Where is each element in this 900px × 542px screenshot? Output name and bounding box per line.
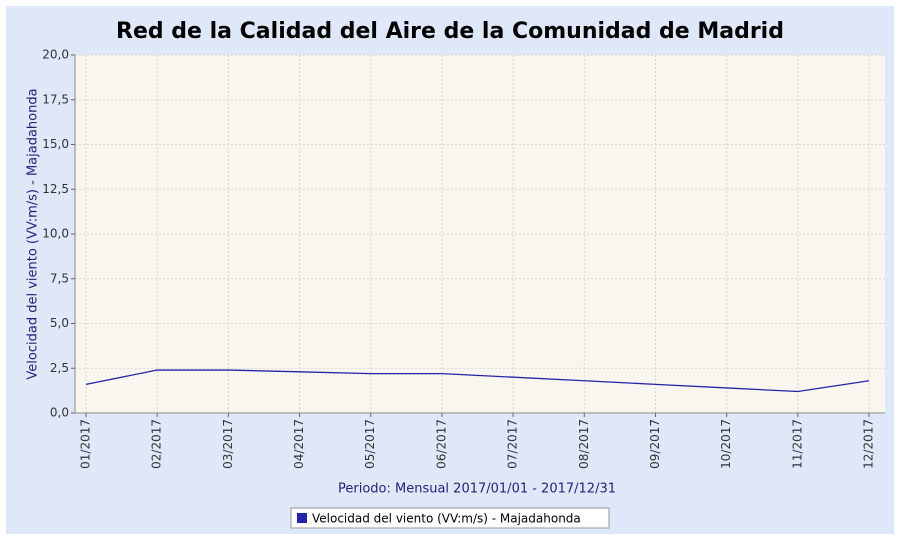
y-tick-label: 7,5 bbox=[50, 271, 69, 285]
y-tick-label: 2,5 bbox=[50, 361, 69, 375]
x-tick-label: 10/2017 bbox=[719, 419, 733, 469]
legend-box bbox=[290, 507, 610, 529]
y-tick-label: 20,0 bbox=[42, 48, 69, 62]
y-axis-label: Velocidad del viento (VV:m/s) - Majadaho… bbox=[26, 88, 41, 379]
y-tick-label: 5,0 bbox=[50, 316, 69, 330]
x-tick-label: 12/2017 bbox=[862, 419, 876, 469]
legend-label: Velocidad del viento (VV:m/s) - Majadaho… bbox=[312, 512, 581, 526]
y-tick-label: 15,0 bbox=[42, 137, 69, 151]
x-tick-label: 02/2017 bbox=[150, 419, 164, 469]
x-tick-label: 03/2017 bbox=[221, 419, 235, 469]
x-tick-label: 06/2017 bbox=[434, 419, 448, 469]
legend-swatch bbox=[297, 513, 307, 523]
chart-title: Red de la Calidad del Aire de la Comunid… bbox=[116, 19, 784, 44]
x-tick-label: 04/2017 bbox=[292, 419, 306, 469]
x-tick-label: 05/2017 bbox=[363, 419, 377, 469]
x-tick-label: 11/2017 bbox=[790, 419, 804, 469]
data-line bbox=[85, 369, 870, 393]
x-tick-label: 08/2017 bbox=[577, 419, 591, 469]
legend: Velocidad del viento (VV:m/s) - Majadaho… bbox=[290, 507, 610, 529]
x-tick-label: 09/2017 bbox=[648, 419, 662, 469]
x-axis-label: Periodo: Mensual 2017/01/01 - 2017/12/31 bbox=[338, 482, 616, 497]
y-tick-label: 10,0 bbox=[42, 227, 69, 241]
y-tick-label: 17,5 bbox=[42, 92, 69, 106]
x-tick-label: 07/2017 bbox=[506, 419, 520, 469]
y-tick-label: 0,0 bbox=[50, 406, 69, 420]
x-tick-label: 01/2017 bbox=[79, 419, 93, 469]
y-tick-label: 12,5 bbox=[42, 182, 69, 196]
